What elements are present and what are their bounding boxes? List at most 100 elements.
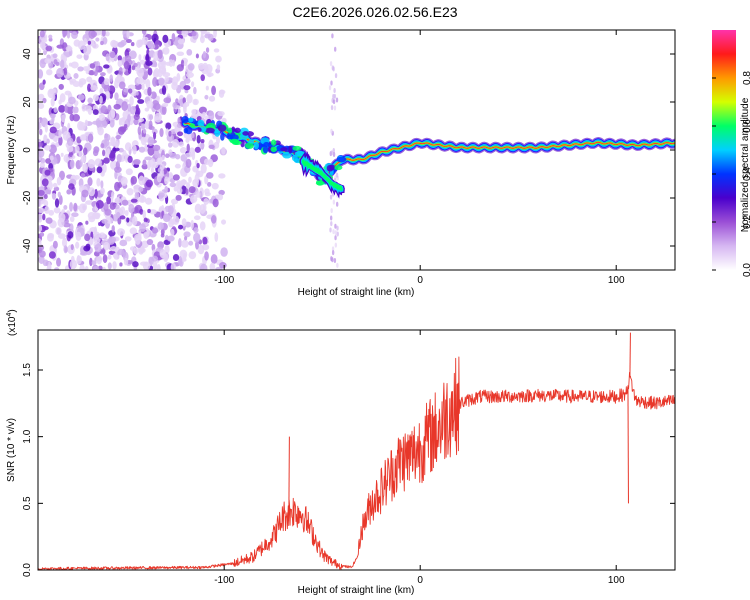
noise-blob bbox=[58, 212, 66, 223]
noise-blob bbox=[99, 95, 103, 104]
noise-blob bbox=[106, 217, 114, 224]
y-tick-label: 0.0 bbox=[22, 563, 33, 577]
noise-blob bbox=[204, 33, 211, 39]
noise-blob bbox=[65, 218, 69, 224]
noise-blob bbox=[332, 99, 336, 105]
snr-series-line bbox=[38, 356, 675, 570]
noise-blob bbox=[129, 227, 138, 235]
noise-blob bbox=[188, 186, 196, 194]
noise-blob bbox=[177, 117, 181, 125]
noise-blob bbox=[117, 217, 122, 225]
colorbar-tick-label: 0.8 bbox=[742, 71, 750, 85]
noise-blob bbox=[104, 208, 112, 216]
spectrogram-xlabel: Height of straight line (km) bbox=[298, 287, 415, 298]
noise-blob bbox=[101, 30, 106, 37]
noise-blob bbox=[91, 260, 97, 266]
noise-blob bbox=[202, 111, 206, 116]
noise-blob bbox=[53, 107, 58, 113]
noise-blob bbox=[87, 177, 93, 187]
noise-blob bbox=[202, 202, 207, 212]
noise-blob bbox=[80, 173, 86, 178]
noise-blob bbox=[141, 30, 147, 35]
ridge-blob bbox=[226, 134, 234, 140]
noise-blob bbox=[171, 32, 176, 43]
noise-blob bbox=[163, 97, 172, 104]
noise-blob bbox=[69, 259, 78, 270]
noise-blob bbox=[84, 119, 89, 127]
noise-blob bbox=[103, 78, 110, 86]
noise-blob bbox=[106, 196, 111, 205]
noise-blob bbox=[44, 58, 52, 64]
ridge-blob bbox=[292, 145, 302, 151]
noise-blob bbox=[131, 65, 136, 71]
noise-blob bbox=[195, 191, 201, 198]
noise-blob bbox=[138, 247, 146, 253]
noise-blob bbox=[143, 231, 149, 239]
noise-blob bbox=[191, 31, 197, 37]
colorbar-gradient bbox=[712, 30, 736, 270]
noise-blob bbox=[172, 253, 180, 262]
noise-blob bbox=[123, 61, 130, 70]
noise-blob bbox=[193, 99, 198, 105]
x-tick-label: -100 bbox=[214, 275, 234, 286]
ridge-blob bbox=[242, 131, 249, 136]
noise-blob bbox=[38, 225, 43, 232]
noise-blob bbox=[84, 105, 93, 112]
noise-blob bbox=[83, 147, 88, 156]
noise-blob bbox=[137, 99, 145, 104]
noise-blob bbox=[96, 119, 104, 129]
noise-blob bbox=[85, 200, 93, 205]
noise-blob bbox=[133, 184, 141, 194]
noise-blob bbox=[185, 158, 192, 168]
noise-blob bbox=[102, 266, 106, 270]
noise-blob bbox=[145, 53, 150, 63]
noise-blob bbox=[200, 163, 207, 174]
colorbar-ticks: 0.0 0.2 0.4 0.6 0.8 bbox=[712, 71, 750, 277]
noise-blob bbox=[205, 85, 209, 91]
noise-blob bbox=[56, 257, 62, 267]
noise-blob bbox=[103, 64, 110, 69]
noise-blob bbox=[38, 207, 45, 214]
noise-blob bbox=[218, 173, 226, 179]
noise-blob bbox=[177, 224, 184, 230]
ridge-band bbox=[181, 119, 675, 182]
snr-spike bbox=[288, 436, 290, 513]
noise-blob bbox=[67, 231, 74, 239]
noise-blob bbox=[148, 157, 156, 168]
noise-blob bbox=[211, 182, 219, 190]
noise-blob bbox=[176, 30, 184, 35]
noise-blob bbox=[103, 157, 110, 164]
noise-blob bbox=[203, 198, 209, 205]
noise-blob bbox=[336, 225, 339, 231]
noise-blob bbox=[178, 238, 182, 248]
noise-blob bbox=[176, 187, 183, 194]
noise-blob bbox=[38, 142, 44, 147]
noise-blob bbox=[48, 163, 54, 170]
noise-blob bbox=[102, 120, 108, 129]
noise-blob bbox=[88, 187, 96, 197]
noise-blob bbox=[151, 227, 159, 234]
noise-blob bbox=[171, 139, 180, 148]
noise-blob bbox=[48, 144, 57, 154]
svg-text:(x104): (x104) bbox=[6, 309, 18, 336]
noise-blob bbox=[210, 254, 218, 264]
noise-blob bbox=[87, 133, 94, 143]
noise-blob bbox=[61, 237, 68, 248]
ridge-blob bbox=[270, 146, 277, 153]
noise-blob bbox=[162, 34, 169, 43]
noise-blob bbox=[151, 128, 158, 135]
noise-blob bbox=[152, 131, 157, 140]
noise-blob bbox=[66, 30, 71, 39]
ridge-band bbox=[184, 122, 675, 180]
colorbar-label: Normalized spectral amplitude bbox=[740, 97, 750, 232]
noise-blob bbox=[140, 123, 146, 130]
noise-blob bbox=[188, 240, 194, 246]
ridge-blob bbox=[282, 152, 292, 159]
ridge-blob bbox=[248, 139, 255, 144]
noise-blob bbox=[72, 113, 80, 122]
noise-blob bbox=[124, 209, 129, 217]
noise-blob bbox=[185, 182, 191, 189]
noise-blob bbox=[218, 89, 226, 95]
noise-blob bbox=[146, 100, 154, 109]
noise-blob bbox=[39, 162, 46, 169]
